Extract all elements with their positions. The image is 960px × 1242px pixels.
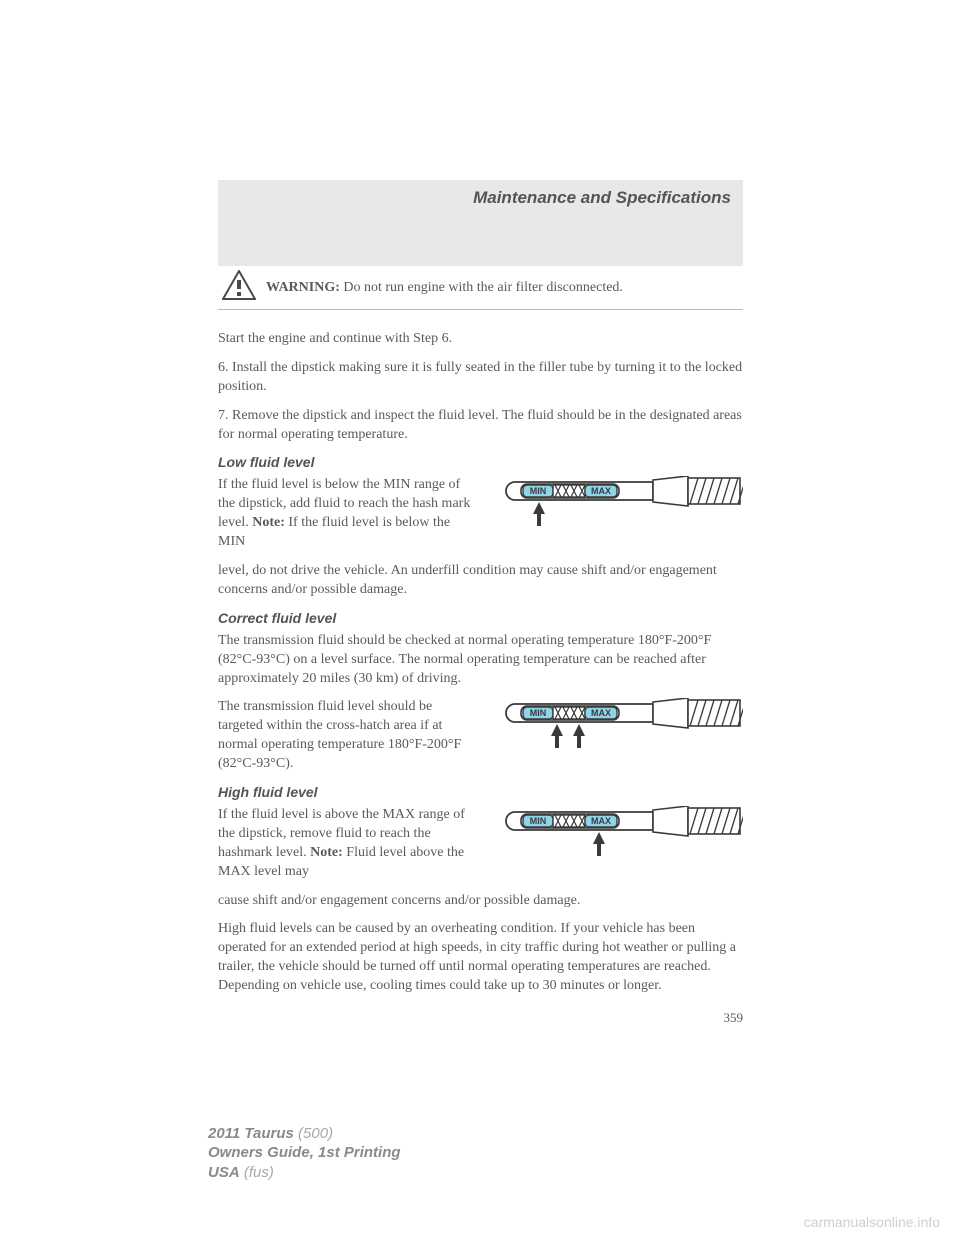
dipstick-diagram-low: MIN MAX xyxy=(483,476,743,552)
footer-code: (500) xyxy=(294,1125,333,1142)
intro-p2: 6. Install the dipstick making sure it i… xyxy=(218,359,743,397)
svg-text:MIN: MIN xyxy=(530,486,547,496)
warning-body: Do not run engine with the air filter di… xyxy=(343,280,623,295)
footer-model: 2011 Taurus xyxy=(208,1125,294,1142)
svg-text:MAX: MAX xyxy=(591,486,611,496)
warning-label: WARNING: xyxy=(266,280,340,295)
page-content: WARNING: Do not run engine with the air … xyxy=(218,266,743,1026)
section-header: Maintenance and Specifications xyxy=(218,180,743,216)
high-text-3: High fluid levels can be caused by an ov… xyxy=(218,920,743,996)
footer-region-code: (fus) xyxy=(240,1164,274,1181)
warning-text: WARNING: Do not run engine with the air … xyxy=(266,278,623,298)
correct-text-2: The transmission fluid level should be t… xyxy=(218,698,471,774)
section-title: Maintenance and Specifications xyxy=(473,188,731,207)
warning-icon xyxy=(222,270,256,305)
correct-text-1: The transmission fluid should be checked… xyxy=(218,632,743,689)
low-text-2: level, do not drive the vehicle. An unde… xyxy=(218,562,743,600)
footer-region: USA xyxy=(208,1164,240,1181)
svg-text:MAX: MAX xyxy=(591,708,611,718)
high-text: If the fluid level is above the MAX rang… xyxy=(218,806,471,882)
dipstick-diagram-correct: MIN MAX xyxy=(483,698,743,774)
footer: 2011 Taurus (500) Owners Guide, 1st Prin… xyxy=(208,1124,401,1183)
high-note-label: Note: xyxy=(310,845,343,860)
high-text-2: cause shift and/or engagement concerns a… xyxy=(218,892,743,911)
page-number: 359 xyxy=(218,1010,743,1026)
svg-text:MIN: MIN xyxy=(530,708,547,718)
low-block: If the fluid level is below the MIN rang… xyxy=(218,476,743,552)
warning-box: WARNING: Do not run engine with the air … xyxy=(218,266,743,310)
watermark: carmanualsonline.info xyxy=(804,1214,940,1230)
page-container: Maintenance and Specifications WARNING: … xyxy=(218,180,743,1026)
intro-p3: 7. Remove the dipstick and inspect the f… xyxy=(218,407,743,445)
high-block: If the fluid level is above the MAX rang… xyxy=(218,806,743,882)
low-note-label: Note: xyxy=(252,515,285,530)
footer-guide: Owners Guide, 1st Printing xyxy=(208,1143,401,1163)
svg-text:MAX: MAX xyxy=(591,816,611,826)
low-heading: Low fluid level xyxy=(218,454,743,470)
high-heading: High fluid level xyxy=(218,784,743,800)
intro-p1: Start the engine and continue with Step … xyxy=(218,330,743,349)
low-text: If the fluid level is below the MIN rang… xyxy=(218,476,471,552)
dipstick-diagram-high: MIN MAX xyxy=(483,806,743,882)
correct-block: The transmission fluid level should be t… xyxy=(218,698,743,774)
correct-heading: Correct fluid level xyxy=(218,610,743,626)
svg-text:MIN: MIN xyxy=(530,816,547,826)
